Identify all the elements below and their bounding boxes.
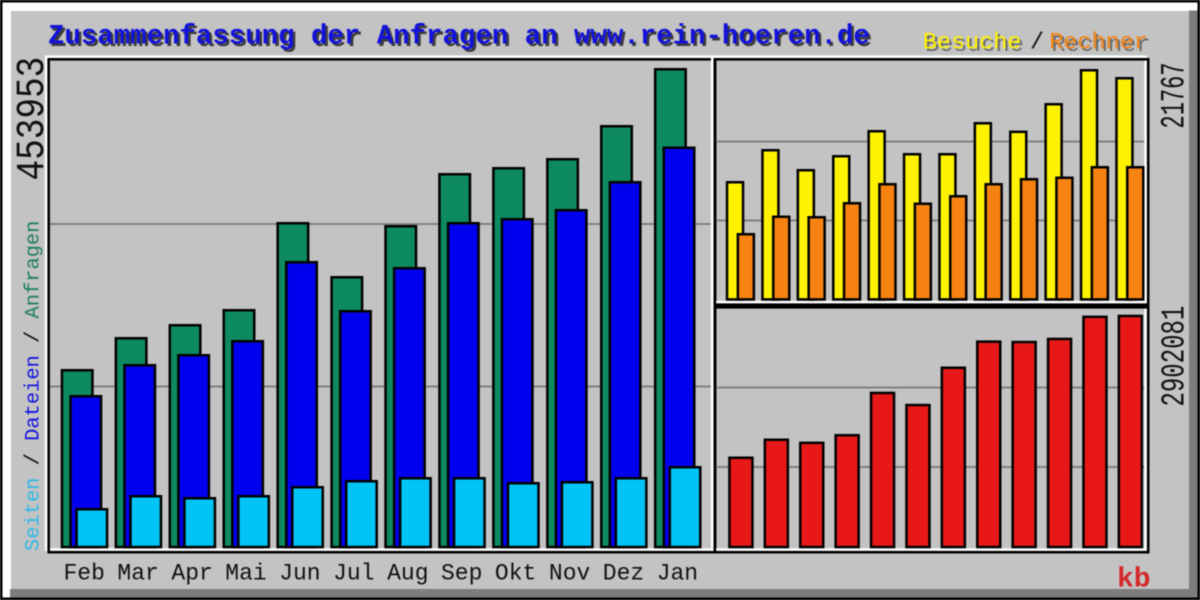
svg-text:Zusammenfassung der Anfragen a: Zusammenfassung der Anfragen an www.rein… (50, 24, 872, 55)
svg-text:Jul: Jul (333, 561, 374, 587)
svg-text:kb: kb (1117, 565, 1151, 596)
svg-text:Apr: Apr (171, 561, 212, 587)
svg-text:Mar: Mar (117, 561, 158, 587)
svg-text:453953: 453953 (11, 57, 56, 181)
svg-text:Besuche: Besuche (925, 32, 1024, 59)
svg-text:Feb: Feb (64, 561, 105, 587)
svg-text:Jun: Jun (279, 561, 320, 587)
svg-text:Sep: Sep (441, 561, 482, 587)
svg-text:Dez: Dez (603, 561, 644, 587)
svg-text:Zusammenfassung der Anfragen a: Zusammenfassung der Anfragen an www.rein… (48, 22, 870, 53)
svg-text:Rechner: Rechner (1052, 32, 1151, 59)
svg-text:Aug: Aug (387, 561, 428, 587)
svg-text:Rechner: Rechner (1049, 30, 1148, 57)
svg-text:21767: 21767 (1155, 63, 1194, 129)
svg-text:Nov: Nov (549, 561, 591, 587)
svg-text:Okt: Okt (495, 561, 536, 587)
svg-text:/: / (1030, 30, 1044, 57)
svg-text:2902081: 2902081 (1156, 306, 1194, 407)
svg-text:Besuche: Besuche (923, 30, 1022, 57)
svg-text:Mai: Mai (225, 561, 266, 587)
svg-text:Jan: Jan (657, 561, 698, 587)
svg-text:Seiten / Dateien / Anfragen: Seiten / Dateien / Anfragen (23, 221, 46, 551)
